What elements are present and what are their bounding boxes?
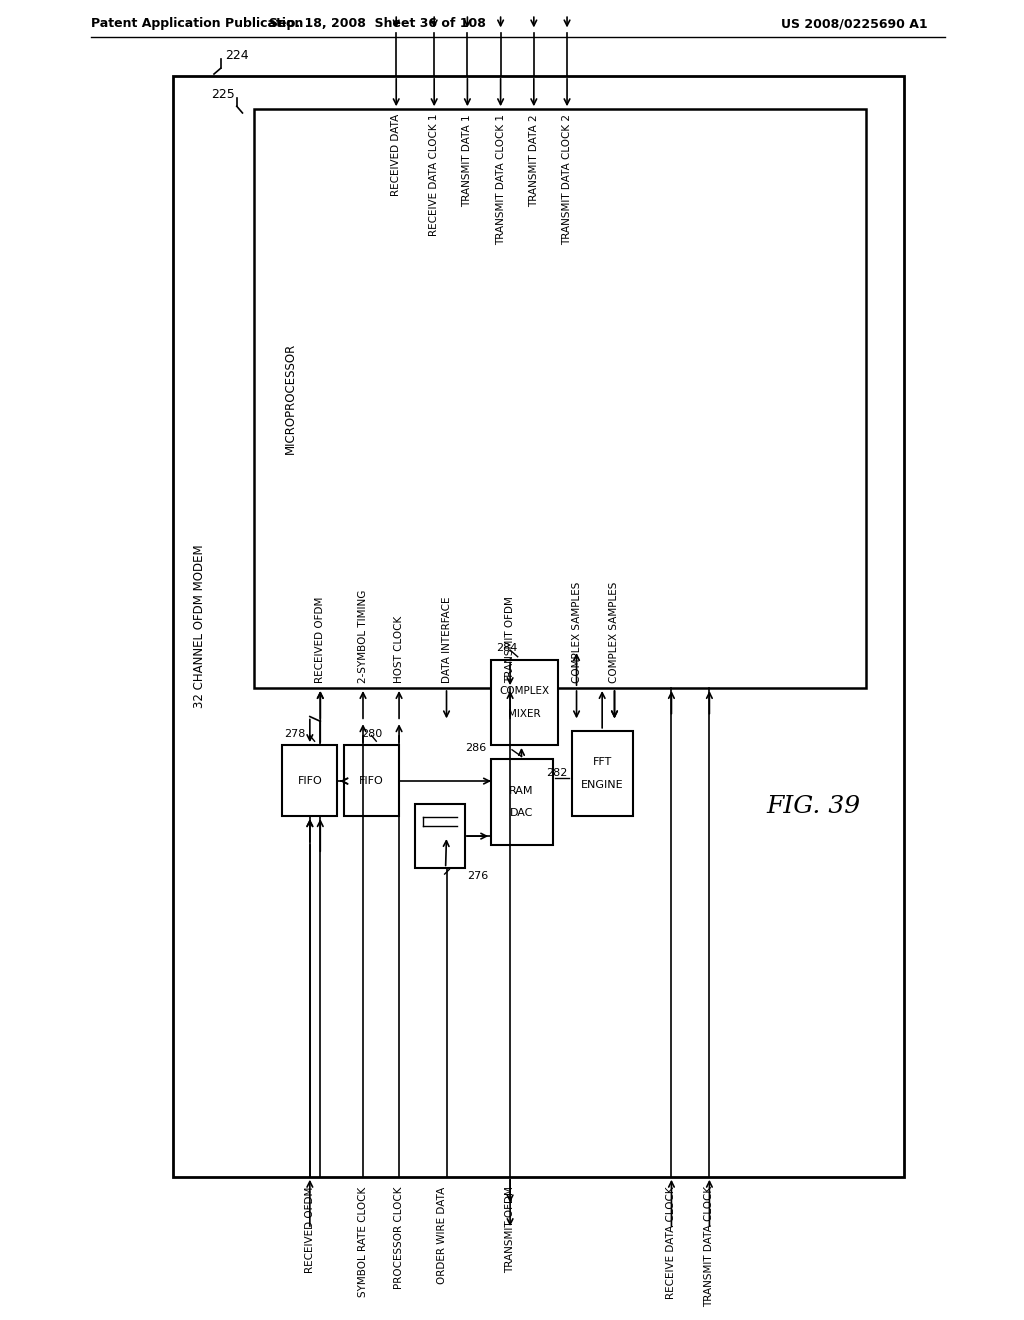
Text: RECEIVED OFDM: RECEIVED OFDM	[305, 1187, 314, 1272]
Text: RECEIVE DATA CLOCK 1: RECEIVE DATA CLOCK 1	[429, 114, 439, 236]
Text: MIXER: MIXER	[508, 709, 541, 718]
Text: 280: 280	[360, 729, 382, 739]
Bar	[571, 731, 634, 816]
Text: US 2008/0225690 A1: US 2008/0225690 A1	[781, 17, 928, 30]
Text: TRANSMIT DATA CLOCK: TRANSMIT DATA CLOCK	[705, 1187, 715, 1308]
Text: HOST CLOCK: HOST CLOCK	[394, 616, 404, 684]
Text: DAC: DAC	[510, 808, 534, 818]
Text: ENGINE: ENGINE	[581, 780, 624, 789]
Text: FIG. 39: FIG. 39	[767, 795, 861, 818]
Text: 284: 284	[496, 643, 517, 653]
Text: 32 CHANNEL OFDM MODEM: 32 CHANNEL OFDM MODEM	[194, 545, 206, 709]
Bar	[344, 744, 399, 816]
Text: 278: 278	[285, 729, 305, 739]
Text: RAM: RAM	[509, 785, 534, 796]
Text: MICROPROCESSOR: MICROPROCESSOR	[284, 343, 296, 454]
Bar	[415, 804, 465, 869]
Bar	[492, 660, 557, 744]
Bar	[492, 759, 553, 845]
Text: DATA INTERFACE: DATA INTERFACE	[441, 597, 452, 684]
Text: 282: 282	[546, 768, 567, 779]
Text: TRANSMIT DATA CLOCK 2: TRANSMIT DATA CLOCK 2	[562, 114, 572, 246]
Text: FIFO: FIFO	[359, 776, 384, 787]
Text: TRANSMIT DATA 2: TRANSMIT DATA 2	[528, 114, 539, 206]
Text: 224: 224	[225, 49, 249, 62]
Text: Sep. 18, 2008  Sheet 36 of 108: Sep. 18, 2008 Sheet 36 of 108	[268, 17, 485, 30]
Text: Patent Application Publication: Patent Application Publication	[90, 17, 303, 30]
Text: TRANSMIT OFDM: TRANSMIT OFDM	[505, 597, 515, 684]
Text: FFT: FFT	[593, 758, 611, 767]
Text: COMPLEX SAMPLES: COMPLEX SAMPLES	[609, 582, 620, 684]
Text: RECEIVE DATA CLOCK: RECEIVE DATA CLOCK	[667, 1187, 677, 1299]
Text: TRANSMIT DATA 1: TRANSMIT DATA 1	[463, 114, 472, 206]
Text: PROCESSOR CLOCK: PROCESSOR CLOCK	[394, 1187, 404, 1288]
Text: TRANSMIT OFDM: TRANSMIT OFDM	[505, 1187, 515, 1274]
Bar	[283, 744, 337, 816]
Text: COMPLEX SAMPLES: COMPLEX SAMPLES	[571, 582, 582, 684]
Text: RECEIVED OFDM: RECEIVED OFDM	[315, 597, 326, 684]
Text: RECEIVED DATA: RECEIVED DATA	[391, 114, 401, 197]
Text: 2-SYMBOL TIMING: 2-SYMBOL TIMING	[358, 590, 368, 684]
Text: 286: 286	[465, 743, 486, 752]
Text: SYMBOL RATE CLOCK: SYMBOL RATE CLOCK	[358, 1187, 368, 1296]
Text: COMPLEX: COMPLEX	[500, 686, 550, 696]
Bar	[254, 110, 866, 688]
Text: 225: 225	[211, 88, 234, 102]
Text: 276: 276	[467, 871, 488, 880]
Bar	[173, 77, 904, 1177]
Text: ORDER WIRE DATA: ORDER WIRE DATA	[437, 1187, 446, 1283]
Text: TRANSMIT DATA CLOCK 1: TRANSMIT DATA CLOCK 1	[496, 114, 506, 246]
Text: FIFO: FIFO	[298, 776, 323, 787]
